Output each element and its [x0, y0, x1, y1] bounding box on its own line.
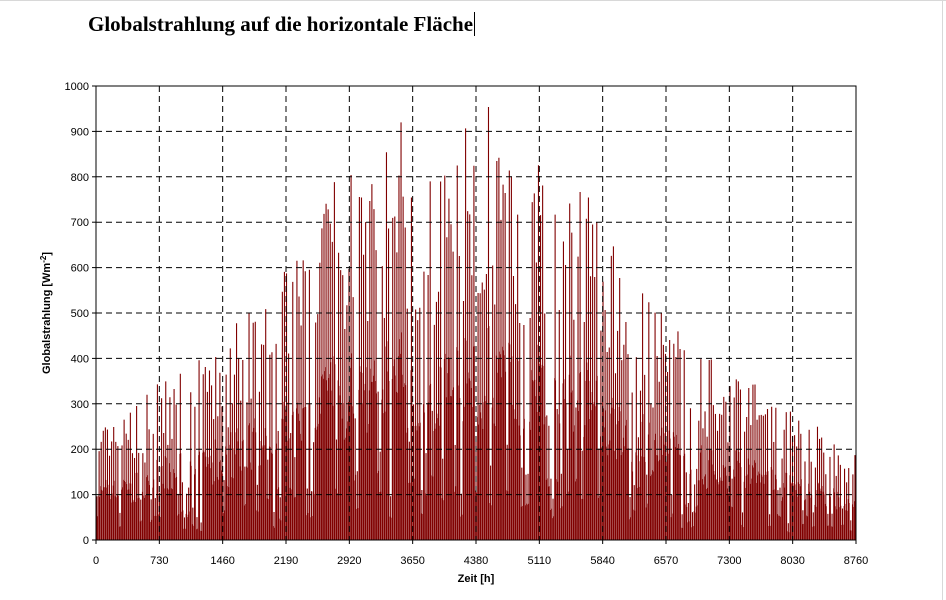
y-tick-label: 700 [71, 217, 89, 229]
y-axis-label-exponent: -2 [39, 255, 48, 263]
x-tick-label: 7300 [717, 555, 741, 567]
text-cursor [474, 12, 476, 36]
radiation-bars [96, 106, 856, 540]
y-axis-label-close: ] [41, 252, 53, 256]
x-tick-label: 1460 [210, 555, 234, 567]
x-tick-label: 0 [93, 555, 99, 567]
right-frame-line [942, 0, 943, 600]
x-tick-label: 5840 [590, 555, 614, 567]
x-tick-label: 730 [150, 555, 168, 567]
y-tick-label: 100 [71, 490, 89, 502]
x-axis-ticks: 0 730 1460 2190 2920 3650 4380 5110 5840 6570 7300… [93, 540, 868, 567]
chart-title-text: Globalstrahlung auf die horizontale Fläc… [88, 12, 474, 36]
y-axis-ticks: 0 100 200 300 400 500 600 700 800 900 1000 [65, 81, 96, 547]
y-axis-label-main: Globalstrahlung [Wm [41, 263, 53, 374]
gridlines [96, 86, 856, 540]
y-tick-label: 1000 [65, 81, 89, 93]
x-tick-label: 6570 [654, 555, 678, 567]
y-axis-label: Globalstrahlung [Wm-2] [39, 252, 53, 374]
y-tick-label: 400 [71, 353, 89, 365]
y-tick-label: 300 [71, 399, 89, 411]
x-tick-label: 8030 [780, 555, 804, 567]
y-tick-label: 500 [71, 308, 89, 320]
y-tick-label: 600 [71, 263, 89, 275]
x-tick-label: 2920 [337, 555, 361, 567]
y-tick-label: 900 [71, 126, 89, 138]
x-tick-label: 2190 [274, 555, 298, 567]
y-tick-label: 200 [71, 444, 89, 456]
x-tick-label: 4380 [464, 555, 488, 567]
x-axis-label: Zeit [h] [458, 573, 495, 585]
x-tick-label: 8760 [844, 555, 868, 567]
x-tick-label: 5110 [528, 555, 552, 567]
x-tick-label: 3650 [400, 555, 424, 567]
y-tick-label: 0 [83, 535, 89, 547]
top-frame-line [0, 0, 946, 1]
y-tick-label: 800 [71, 172, 89, 184]
chart-title: Globalstrahlung auf die horizontale Fläc… [88, 12, 476, 37]
